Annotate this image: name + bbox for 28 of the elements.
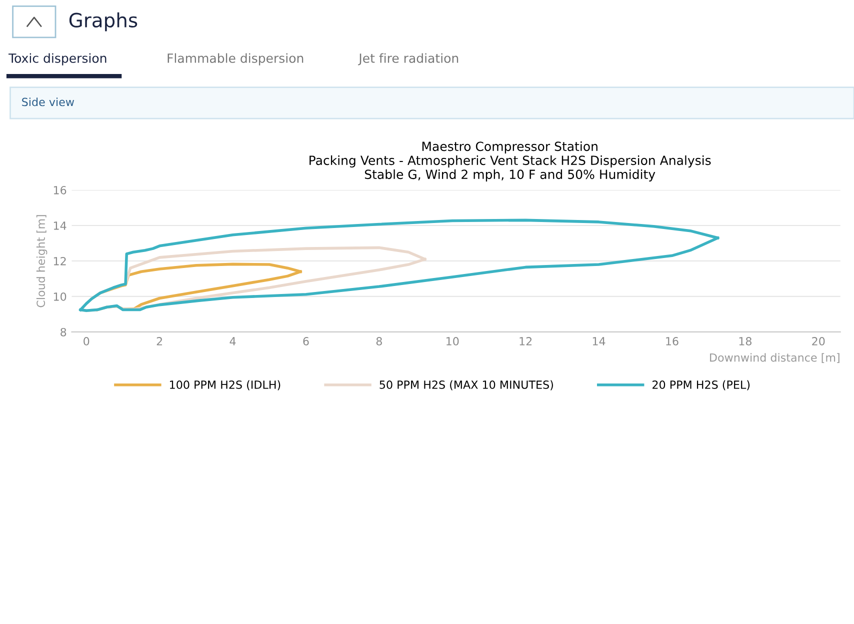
x-tick-label: 2 [156,337,162,346]
y-tick-label: 14 [54,222,66,230]
x-tick-label: 12 [520,337,532,346]
x-tick-label: 18 [739,337,752,346]
x-tick-label: 16 [666,337,678,346]
y-tick-label: 8 [60,328,66,336]
x-tick-label: 14 [592,337,606,346]
x-tick-label: 4 [230,337,236,346]
y-tick-label: 16 [54,186,66,194]
chart-subtitle: Packing Vents - Atmospheric Vent Stack H2S Dispersion Analysis Stable G, Wind 2 mph, 10 F and 50% Humidity [310,155,711,182]
x-tick-label: 0 [84,337,90,346]
legend-label: 100 PPM H2S (IDLH) [170,380,280,390]
text: Toxic dispersion [8,53,106,66]
x-axis-title: Downwind distance [m] [710,353,840,364]
x-tick-label: 10 [446,337,459,346]
legend-label: 20 PPM H2S (PEL) [652,380,750,390]
x-tick-label: 8 [376,337,382,346]
y-tick-label: 10 [54,292,66,301]
x-tick-label: 20 [812,337,825,346]
chart-title: Maestro Compressor Station [422,141,598,154]
text: Side view [22,98,74,106]
y-tick-label: 12 [54,256,66,266]
text: Flammable dispersion [168,53,304,66]
text: Jet fire radiation [358,53,458,66]
x-tick-label: 6 [303,337,309,346]
y-axis-title: Cloud height [m] [36,215,48,308]
text: Graphs [69,12,138,32]
legend-label: 50 PPM H2S (MAX 10 MINUTES) [380,380,553,390]
